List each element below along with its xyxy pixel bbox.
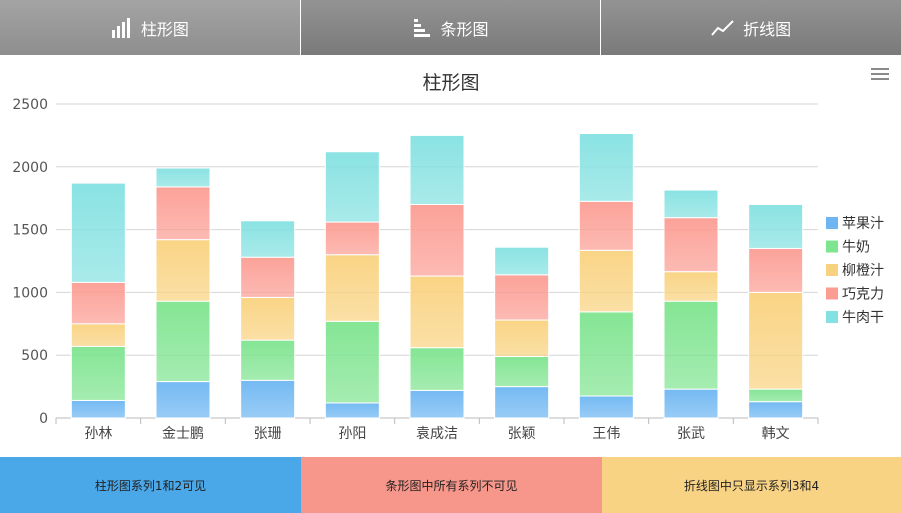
bar-segment xyxy=(663,271,719,302)
bar-segment xyxy=(240,339,296,381)
y-tick-label: 0 xyxy=(39,411,48,427)
bar-segment xyxy=(748,203,804,249)
bar-segment xyxy=(155,239,211,302)
bar-segment xyxy=(324,254,380,322)
bar-segment xyxy=(155,167,211,188)
bar-segment xyxy=(240,220,296,258)
legend-swatch xyxy=(826,311,838,323)
bar-chart-icon xyxy=(413,18,430,37)
bar-segment xyxy=(409,134,465,205)
chart-area: 柱形图 0 500 1000 1500 2000 2500 孙林 金士鹏 张珊 孙阳 袁成洁 张颖 王伟 张… xyxy=(0,55,901,457)
hide-all-bar-series-button[interactable]: 条形图中所有系列不可见 xyxy=(301,457,602,513)
bar-segment xyxy=(663,189,719,219)
bar-segment xyxy=(240,296,296,341)
chart-title: 柱形图 xyxy=(422,72,479,94)
tab-column-chart[interactable]: 柱形图 xyxy=(0,0,301,55)
bar-segment xyxy=(578,311,634,397)
bar-segment xyxy=(578,200,634,251)
legend-swatch xyxy=(826,264,838,276)
bar-segment xyxy=(494,355,550,388)
hamburger-menu-icon[interactable] xyxy=(871,68,889,82)
bar-segment xyxy=(155,381,211,419)
y-tick-label: 2500 xyxy=(12,97,48,113)
bar-segment xyxy=(494,319,550,357)
bar-segment xyxy=(155,300,211,383)
bar-segment xyxy=(578,249,634,313)
x-tick-label: 王伟 xyxy=(592,426,620,442)
bar-segment xyxy=(240,256,296,298)
bar-segment xyxy=(324,402,380,419)
y-tick-label: 2000 xyxy=(12,160,48,176)
legend-label: 苹果汁 xyxy=(842,216,884,232)
bar-segment xyxy=(324,320,380,404)
bar-segment xyxy=(409,203,465,277)
y-tick-label: 1500 xyxy=(12,223,48,239)
legend-label: 牛肉干 xyxy=(842,310,884,326)
y-tick-label: 500 xyxy=(21,348,48,364)
bar-segment xyxy=(748,388,804,403)
x-tick-label: 张武 xyxy=(677,426,705,442)
bar-segment xyxy=(409,275,465,349)
y-tick-label: 1000 xyxy=(12,285,48,301)
tab-bar-chart[interactable]: 条形图 xyxy=(300,0,602,55)
x-tick-label: 袁成洁 xyxy=(416,426,458,442)
bar-segment xyxy=(748,291,804,390)
bar-segment xyxy=(70,399,126,419)
bar-segment xyxy=(70,182,126,283)
bar-segment xyxy=(70,281,126,325)
show-series-1-2-button[interactable]: 柱形图系列1和2可见 xyxy=(0,457,301,513)
tab-line-chart[interactable]: 折线图 xyxy=(601,0,901,55)
bar-segment xyxy=(70,345,126,401)
bar-segment xyxy=(409,347,465,391)
tab-label: 柱形图 xyxy=(140,19,189,39)
bar-segment xyxy=(578,395,634,419)
legend-label: 牛奶 xyxy=(842,240,870,256)
x-tick-label: 金士鹏 xyxy=(162,426,204,442)
bar-segment xyxy=(494,274,550,321)
line-chart-icon xyxy=(711,19,734,36)
x-tick-label: 孙林 xyxy=(84,426,112,442)
bar-segment xyxy=(240,379,296,419)
legend-label: 柳橙汁 xyxy=(842,262,884,279)
bar-segment xyxy=(663,388,719,419)
bar-segment xyxy=(324,221,380,256)
bar-segment xyxy=(494,386,550,419)
bar-segment xyxy=(578,133,634,202)
bar-segment xyxy=(663,300,719,390)
bar-segment xyxy=(494,246,550,276)
x-tick-label: 张珊 xyxy=(254,426,282,442)
stacked-column-chart: 柱形图 0 500 1000 1500 2000 2500 孙林 金士鹏 张珊 孙阳 袁成洁 张颖 王伟 张… xyxy=(12,72,884,442)
legend-swatch xyxy=(826,240,838,253)
column-chart-icon xyxy=(111,17,130,38)
footer-buttons: 柱形图系列1和2可见 条形图中所有系列不可见 折线图中只显示系列3和4 xyxy=(0,457,901,513)
x-tick-label: 张颖 xyxy=(508,426,536,442)
tab-label: 条形图 xyxy=(440,19,489,39)
bar-segment xyxy=(748,247,804,293)
bar-segment xyxy=(324,151,380,223)
bar-segment xyxy=(409,389,465,419)
legend-label: 巧克力 xyxy=(842,287,884,303)
chart-type-tabs: 柱形图 条形图 折线图 xyxy=(0,0,901,55)
show-series-3-4-button[interactable]: 折线图中只显示系列3和4 xyxy=(602,457,901,513)
bar-segment xyxy=(70,323,126,347)
bar-segment xyxy=(748,401,804,419)
legend-swatch xyxy=(826,287,838,300)
x-tick-label: 孙阳 xyxy=(338,426,366,442)
x-tick-label: 韩文 xyxy=(762,426,790,442)
bar-segment xyxy=(155,186,211,241)
tab-label: 折线图 xyxy=(743,19,792,39)
legend-swatch xyxy=(826,217,838,229)
bar-segment xyxy=(663,217,719,273)
